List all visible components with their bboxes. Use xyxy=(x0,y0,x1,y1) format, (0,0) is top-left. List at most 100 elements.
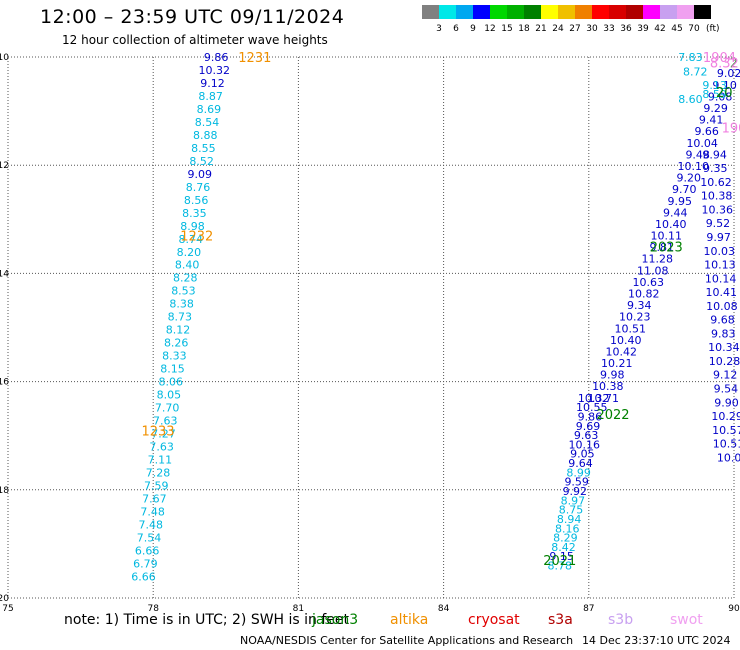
wave-height-value: 8.88 xyxy=(193,129,218,142)
colorbar-label: 70 xyxy=(688,24,700,34)
wave-height-value: 10.21 xyxy=(601,357,633,370)
wave-height-value: 7.48 xyxy=(140,505,165,518)
colorbar-swatch xyxy=(575,5,592,19)
wave-height-value: 10.57 xyxy=(712,424,740,437)
wave-height-value: 9.63 xyxy=(574,429,599,442)
wave-height-value: 8.29 xyxy=(553,532,578,545)
wave-height-value: 8.78 xyxy=(548,560,573,573)
time-label: 190 xyxy=(722,121,740,136)
wave-height-value: 11.28 xyxy=(642,253,674,266)
y-tick-label: -10 xyxy=(0,53,9,63)
wave-height-value: 8.69 xyxy=(197,103,222,116)
wave-height-value: 8.38 xyxy=(169,298,194,311)
colorbar-label: 18 xyxy=(518,24,530,34)
page-subtitle: 12 hour collection of altimeter wave hei… xyxy=(62,33,328,47)
colorbar-swatch xyxy=(507,5,524,19)
wave-height-value: 10.71 xyxy=(588,392,620,405)
x-tick-label: 75 xyxy=(2,604,13,614)
x-tick-label: 81 xyxy=(293,604,304,614)
colorbar-swatch xyxy=(592,5,609,19)
time-label: 1232 xyxy=(180,230,213,245)
map-frame xyxy=(7,56,735,599)
x-tick-label: 90 xyxy=(728,604,740,614)
colorbar-label: 15 xyxy=(501,24,512,34)
wave-height-value: 8.87 xyxy=(198,90,223,103)
wave-height-value: 7.27 xyxy=(151,428,176,441)
colorbar-label: 33 xyxy=(603,24,614,34)
wave-height-value: 7.67 xyxy=(142,492,167,505)
colorbar-label: 9 xyxy=(470,24,476,34)
wave-height-value: 10.40 xyxy=(610,334,642,347)
x-tick-label: 84 xyxy=(438,604,450,614)
colorbar-swatch xyxy=(422,5,439,19)
wave-height-value: 8.97 xyxy=(561,494,586,507)
wave-height-value: 9.83 xyxy=(711,327,736,340)
color-scale-legend: 3 6 9 12 15 18 21 24 27 30 33 36 39 42 45 70 (ft) xyxy=(422,5,720,34)
wave-height-value: 10.11 xyxy=(650,230,682,243)
colorbar-swatch xyxy=(643,5,660,19)
wave-height-value: 8.42 xyxy=(551,541,576,554)
wave-height-value: 8.33 xyxy=(162,350,187,363)
wave-height-value: 9.20 xyxy=(676,172,701,185)
wave-height-value: 10.32 xyxy=(199,64,231,77)
wave-height-value: 8.52 xyxy=(189,155,214,168)
wave-height-value: 10.51 xyxy=(615,322,647,335)
wave-height-value: 9.48 xyxy=(685,148,710,161)
colorbar-label: 42 xyxy=(654,24,665,34)
wave-height-value: 9.15 xyxy=(549,550,574,563)
wave-height-value: 10.23 xyxy=(619,311,651,324)
colorbar-label: 24 xyxy=(552,24,564,34)
satellite-s3a: s3a xyxy=(548,612,573,628)
wave-height-value: 8.12 xyxy=(166,324,191,337)
satellite-s3b: s3b xyxy=(608,612,634,628)
colorbar-unit: (ft) xyxy=(706,24,720,34)
wave-height-value: 9.70 xyxy=(672,183,697,196)
colorbar-label: 12 xyxy=(484,24,495,34)
colorbar-swatch xyxy=(626,5,643,19)
wave-height-value: 8.59 xyxy=(702,88,727,101)
wave-height-value: 9.64 xyxy=(568,457,593,470)
wave-height-value: 10.51 xyxy=(713,438,740,451)
colorbar-swatch xyxy=(694,5,711,19)
x-tick-label: 87 xyxy=(583,604,594,614)
wave-height-value: 8.05 xyxy=(157,389,182,402)
wave-height-value: 9.52 xyxy=(706,217,731,230)
note-text: note: 1) Time is in UTC; 2) SWH is in fe… xyxy=(64,612,350,628)
y-tick-label: -18 xyxy=(0,486,9,496)
satellite-swot: swot xyxy=(670,612,703,628)
y-tick-label: -20 xyxy=(0,594,9,604)
wave-height-value: 7.48 xyxy=(139,518,164,531)
wave-height-value: 9.68 xyxy=(710,314,735,327)
wave-height-value: 9.66 xyxy=(694,125,719,138)
wave-height-value: 6.66 xyxy=(131,570,156,583)
satellite-altika: altika xyxy=(390,612,429,628)
wave-height-value: 10.03 xyxy=(704,245,736,258)
x-tick-label: 78 xyxy=(147,604,159,614)
wave-height-value: 10.38 xyxy=(592,380,624,393)
wave-height-value: 8.53 xyxy=(171,285,196,298)
wave-height-value: 7.11 xyxy=(148,454,173,467)
wave-height-value: 8.99 xyxy=(566,466,591,479)
wave-height-value: 10.13 xyxy=(704,259,736,272)
wave-height-value: 7.59 xyxy=(144,479,169,492)
wave-height-value: 10.14 xyxy=(705,272,737,285)
wave-height-value: 8.94 xyxy=(557,513,582,526)
wave-height-value: 10.40 xyxy=(655,218,687,231)
footer-timestamp: 14 Dec 23:37:10 UTC 2024 xyxy=(582,634,731,647)
wave-height-value: 9.81 xyxy=(649,241,674,254)
colorbar-swatch xyxy=(558,5,575,19)
wave-height-value: 7.28 xyxy=(146,466,171,479)
wave-height-value: 9.69 xyxy=(576,420,601,433)
colorbar-label: 36 xyxy=(620,24,632,34)
wave-height-value: 7.70 xyxy=(155,402,180,415)
wave-height-value: 9.13 xyxy=(702,79,727,92)
time-label: 20 xyxy=(716,86,733,101)
colorbar-swatch xyxy=(473,5,490,19)
colorbar-swatch xyxy=(524,5,541,19)
wave-height-value: 9.98 xyxy=(600,369,625,382)
wave-height-value: 7.63 xyxy=(153,415,178,428)
wave-height-value: 9.94 xyxy=(702,148,727,161)
colorbar-swatch xyxy=(439,5,456,19)
wave-height-value: 9.44 xyxy=(663,206,688,219)
time-label: 1231 xyxy=(238,51,271,66)
